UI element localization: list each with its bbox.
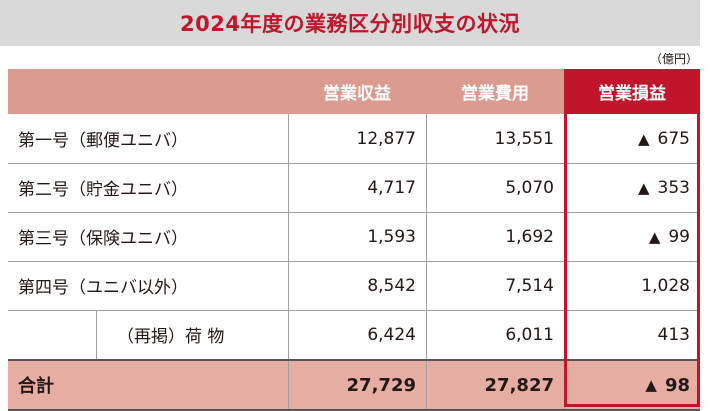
page-title: 2024年度の業務区分別収支の状況 xyxy=(180,12,520,36)
row-label: 第一号（郵便ユニバ） xyxy=(18,131,188,151)
revenue-cell: 12,877 xyxy=(288,114,426,163)
profit-value: 1,028 xyxy=(641,275,690,296)
table-row: 第一号（郵便ユニバ） 12,877 13,551 ▲ 675 xyxy=(8,114,700,164)
row-label: 第四号（ユニバ以外） xyxy=(18,278,188,298)
table-row: 第三号（保険ユニバ） 1,593 1,692 ▲ 99 xyxy=(8,212,700,262)
expense-cell: 6,011 xyxy=(426,310,564,359)
header-revenue: 営業収益 xyxy=(323,84,391,104)
loss-triangle-icon: ▲ xyxy=(638,129,650,148)
profit-cell: 413 xyxy=(564,310,700,359)
header-corner xyxy=(8,69,288,114)
table-row: 第二号（貯金ユニバ） 4,717 5,070 ▲ 353 xyxy=(8,163,700,213)
profit-value: 413 xyxy=(657,324,690,345)
total-row: 合計 27,729 27,827 ▲ 98 xyxy=(8,359,700,411)
revenue-cell: 6,424 xyxy=(288,310,426,359)
total-profit-value: 98 xyxy=(664,374,690,396)
total-expense: 27,827 xyxy=(426,361,564,409)
table-sub-row: （再掲）荷 物 6,424 6,011 413 xyxy=(8,310,700,360)
profit-cell: ▲ 353 xyxy=(564,163,700,212)
sub-row-label: （再掲）荷 物 xyxy=(96,310,288,359)
revenue-cell: 1,593 xyxy=(288,212,426,261)
loss-triangle-icon: ▲ xyxy=(645,376,657,394)
profit-value: 99 xyxy=(668,226,690,247)
table-header-row: 営業収益 営業費用 営業損益 xyxy=(8,69,700,114)
expense-cell: 1,692 xyxy=(426,212,564,261)
profit-cell: 1,028 xyxy=(564,261,700,310)
profit-value: 353 xyxy=(657,177,690,198)
loss-triangle-icon: ▲ xyxy=(648,227,661,246)
profit-cell: ▲ 675 xyxy=(564,114,700,163)
revenue-cell: 4,717 xyxy=(288,163,426,212)
row-label: 第三号（保険ユニバ） xyxy=(18,229,188,249)
expense-cell: 5,070 xyxy=(426,163,564,212)
row-label: 第二号（貯金ユニバ） xyxy=(18,180,188,200)
unit-label: （億円） xyxy=(649,52,698,66)
loss-triangle-icon: ▲ xyxy=(638,178,650,197)
header-operating-profit: 営業損益 xyxy=(564,69,700,114)
profit-cell: ▲ 99 xyxy=(564,212,700,261)
expense-cell: 13,551 xyxy=(426,114,564,163)
title-bar: 2024年度の業務区分別収支の状況 xyxy=(0,0,700,46)
revenue-cell: 8,542 xyxy=(288,261,426,310)
profit-value: 675 xyxy=(657,128,690,149)
expense-cell: 7,514 xyxy=(426,261,564,310)
total-profit-cell: ▲ 98 xyxy=(564,361,700,409)
total-revenue: 27,729 xyxy=(288,361,426,409)
header-expense: 営業費用 xyxy=(461,84,529,104)
total-label: 合計 xyxy=(18,376,54,397)
table-row: 第四号（ユニバ以外） 8,542 7,514 1,028 xyxy=(8,261,700,311)
